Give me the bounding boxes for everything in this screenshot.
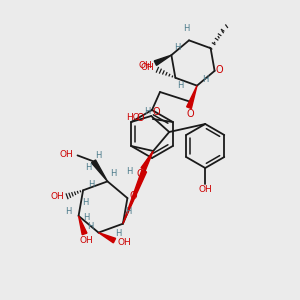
Text: OH: OH: [140, 63, 154, 72]
Text: OH: OH: [118, 238, 131, 247]
Text: O: O: [130, 191, 137, 201]
Polygon shape: [79, 216, 87, 235]
Text: O: O: [186, 109, 194, 119]
Polygon shape: [98, 232, 116, 243]
Text: H: H: [85, 163, 92, 172]
Text: H: H: [83, 213, 90, 222]
Polygon shape: [141, 151, 153, 170]
Text: O: O: [136, 169, 144, 179]
Text: H: H: [110, 169, 117, 178]
Polygon shape: [187, 86, 197, 109]
Text: OH: OH: [198, 185, 212, 194]
Text: H: H: [177, 81, 184, 90]
Text: H: H: [115, 229, 121, 238]
Text: H: H: [125, 207, 131, 216]
Text: H: H: [65, 207, 72, 216]
Text: H: H: [87, 222, 94, 231]
Text: H: H: [95, 151, 102, 160]
Text: O: O: [216, 65, 224, 75]
Text: OH: OH: [80, 236, 93, 245]
Polygon shape: [92, 160, 107, 182]
Text: O: O: [137, 113, 145, 123]
Polygon shape: [154, 55, 171, 65]
Text: H: H: [88, 180, 94, 189]
Text: H: H: [126, 167, 132, 176]
Text: OH: OH: [139, 61, 152, 70]
Text: H: H: [145, 107, 151, 116]
Text: H: H: [202, 75, 208, 84]
Text: H: H: [82, 198, 88, 207]
Text: H: H: [183, 24, 189, 33]
Text: HO: HO: [126, 113, 140, 122]
Text: OH: OH: [60, 150, 74, 159]
Text: O: O: [152, 107, 160, 117]
Polygon shape: [123, 170, 146, 224]
Text: OH: OH: [50, 192, 64, 201]
Text: H: H: [174, 43, 181, 52]
